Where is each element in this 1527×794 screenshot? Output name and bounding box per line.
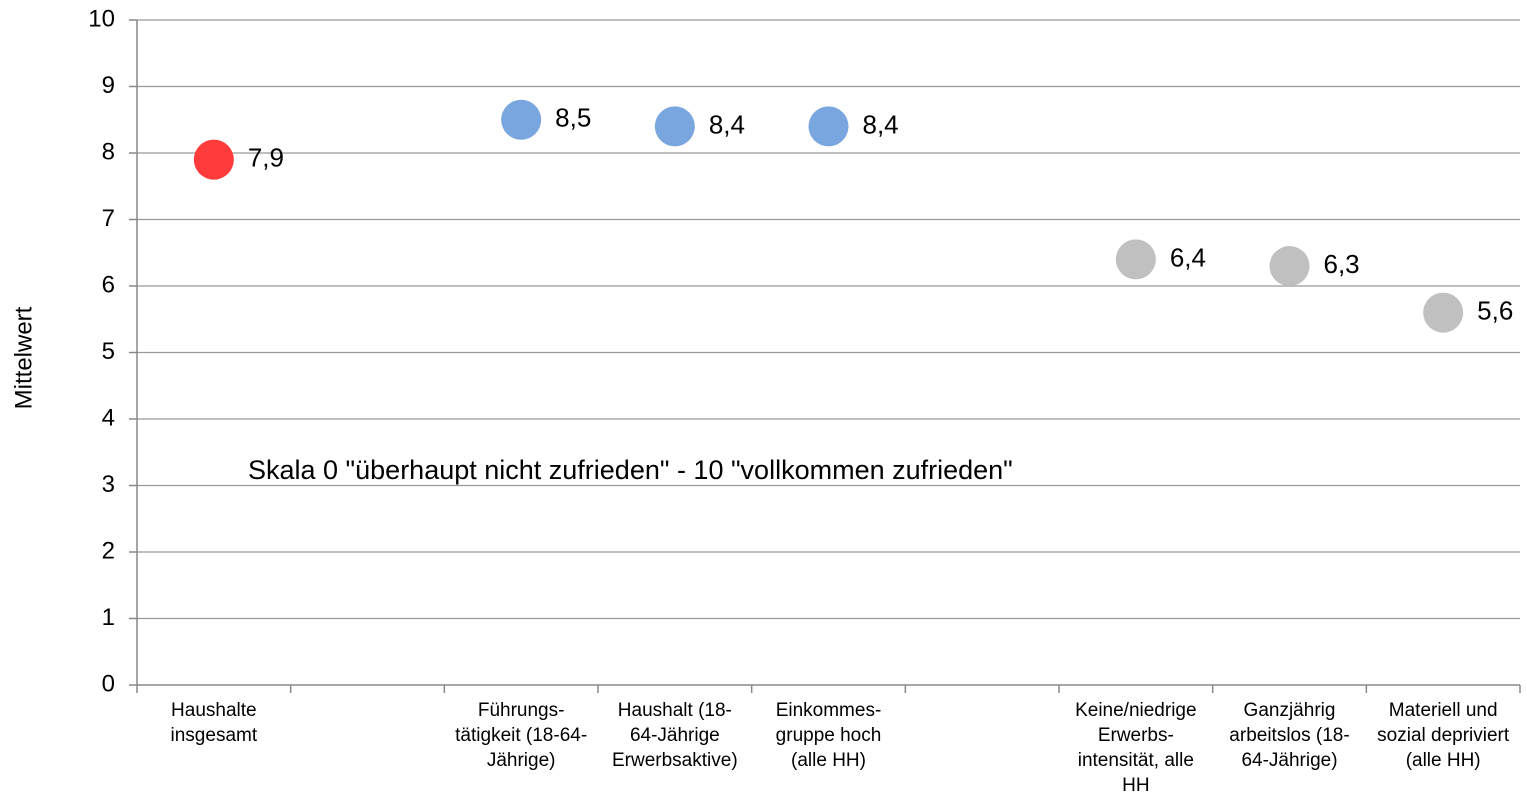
annotation: Skala 0 "überhaupt nicht zufrieden" - 10… xyxy=(248,455,1013,485)
x-tick-label: Haushalt (18- xyxy=(618,700,732,721)
y-tick-label: 0 xyxy=(102,670,115,697)
x-tick-label: Ganzjährig xyxy=(1244,700,1336,721)
x-tick-label: gruppe hoch xyxy=(776,725,882,746)
y-tick-label: 4 xyxy=(102,404,115,431)
x-tick-label: Erwerbs- xyxy=(1098,725,1174,746)
x-tick-label: tätigkeit (18-64- xyxy=(455,725,587,746)
x-tick-label: (alle HH) xyxy=(791,750,866,771)
y-tick-label: 7 xyxy=(102,205,115,232)
y-tick-label: 1 xyxy=(102,604,115,631)
x-tick-label: sozial depriviert xyxy=(1377,725,1510,746)
y-tick-label: 6 xyxy=(102,271,115,298)
dot xyxy=(1269,246,1310,287)
y-axis-label: Mittelwert xyxy=(10,306,37,409)
x-tick-label: (alle HH) xyxy=(1406,750,1481,771)
dot xyxy=(1115,239,1156,280)
x-tick-label: Führungs- xyxy=(478,700,565,721)
x-tick-label: 64-Jährige) xyxy=(1241,750,1337,771)
value-label: 6,4 xyxy=(1170,242,1206,272)
y-tick-label: 8 xyxy=(102,138,115,165)
x-tick-label: Einkommes- xyxy=(776,700,882,721)
dot xyxy=(501,99,542,140)
value-label: 8,5 xyxy=(555,103,591,133)
y-tick-label: 3 xyxy=(102,471,115,498)
x-tick-label: intensität, alle xyxy=(1078,750,1194,771)
y-tick-label: 9 xyxy=(102,72,115,99)
dot xyxy=(654,106,695,147)
dot xyxy=(193,139,234,180)
value-label: 7,9 xyxy=(248,143,284,173)
y-tick-label: 2 xyxy=(102,537,115,564)
x-tick-label: Jährige) xyxy=(487,750,556,771)
x-tick-label: Keine/niedrige xyxy=(1075,700,1196,721)
x-tick-label: arbeitslos (18- xyxy=(1229,725,1349,746)
value-label: 6,3 xyxy=(1324,249,1360,279)
dot xyxy=(808,106,849,147)
dot xyxy=(1423,292,1464,333)
y-tick-label: 10 xyxy=(88,5,115,32)
value-label: 8,4 xyxy=(709,109,745,139)
x-tick-label: HH xyxy=(1122,775,1149,794)
x-tick-label: insgesamt xyxy=(171,725,258,746)
x-tick-label: Haushalte xyxy=(171,700,257,721)
x-tick-label: Materiell und xyxy=(1389,700,1498,721)
y-tick-label: 5 xyxy=(102,338,115,365)
value-label: 5,6 xyxy=(1477,295,1513,325)
x-tick-label: 64-Jährige xyxy=(630,725,720,746)
value-label: 8,4 xyxy=(863,109,899,139)
x-tick-label: Erwerbsaktive) xyxy=(612,750,738,771)
